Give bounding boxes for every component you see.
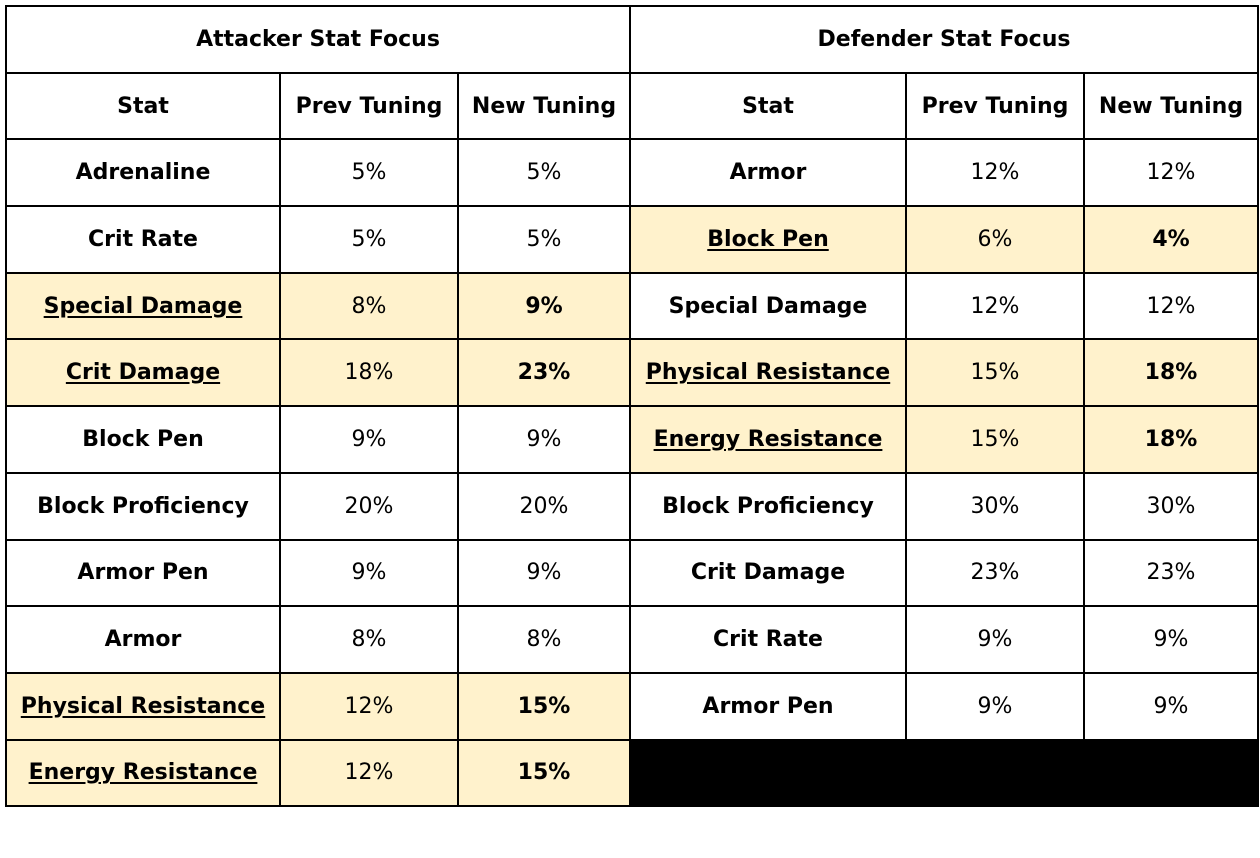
attacker-stat-label[interactable]: Energy Resistance [28, 760, 258, 786]
defender-new-value: 18% [1083, 338, 1259, 408]
attacker-prev-value: 12% [279, 738, 459, 808]
defender-prev-header: Prev Tuning [905, 71, 1085, 141]
attacker-stat-name: Special Damage [5, 271, 281, 341]
attacker-stat-header: Stat [5, 71, 281, 141]
attacker-new-value: 23% [457, 338, 631, 408]
attacker-section-title: Attacker Stat Focus [5, 5, 631, 74]
defender-stat-label: Crit Rate [713, 627, 823, 653]
defender-prev-value: 6% [905, 205, 1085, 274]
defender-stat-label[interactable]: Energy Resistance [653, 426, 883, 452]
table-row: Adrenaline 5% 5% Armor 12% 12% [5, 138, 1259, 208]
attacker-stat-name: Crit Damage [5, 338, 281, 408]
defender-stat-label: Armor [729, 160, 807, 186]
stat-focus-table: Attacker Stat Focus Defender Stat Focus … [5, 5, 1259, 808]
attacker-stat-name: Armor Pen [5, 538, 281, 608]
attacker-new-value: 9% [457, 538, 631, 608]
defender-prev-value: 15% [905, 338, 1085, 408]
table-row: Block Pen 9% 9% Energy Resistance 15% 18% [5, 405, 1259, 474]
attacker-stat-label: Armor Pen [77, 560, 209, 586]
empty-block [629, 738, 1259, 808]
table-row: Crit Rate 5% 5% Block Pen 6% 4% [5, 205, 1259, 274]
defender-stat-name: Special Damage [629, 271, 907, 341]
defender-stat-label[interactable]: Block Pen [707, 226, 829, 252]
attacker-prev-header: Prev Tuning [279, 71, 459, 141]
attacker-stat-name: Crit Rate [5, 205, 281, 274]
table-row: Armor 8% 8% Crit Rate 9% 9% [5, 605, 1259, 674]
attacker-new-value: 5% [457, 138, 631, 208]
table-row: Energy Resistance 12% 15% [5, 738, 1259, 808]
attacker-stat-name: Armor [5, 605, 281, 674]
defender-prev-value: 9% [905, 671, 1085, 741]
attacker-prev-value: 9% [279, 405, 459, 474]
defender-stat-name: Block Pen [629, 205, 907, 274]
table-row: Block Proficiency 20% 20% Block Proficiency… [5, 471, 1259, 541]
defender-stat-name: Crit Damage [629, 538, 907, 608]
defender-prev-value: 12% [905, 271, 1085, 341]
table-row: Special Damage 8% 9% Special Damage 12% 12% [5, 271, 1259, 341]
attacker-prev-value: 12% [279, 671, 459, 741]
defender-stat-name: Armor Pen [629, 671, 907, 741]
attacker-stat-label: Crit Rate [88, 226, 198, 252]
defender-stat-name: Energy Resistance [629, 405, 907, 474]
table-row: Armor Pen 9% 9% Crit Damage 23% 23% [5, 538, 1259, 608]
attacker-prev-value: 8% [279, 605, 459, 674]
attacker-new-value: 9% [457, 405, 631, 474]
defender-new-value: 12% [1083, 138, 1259, 208]
attacker-stat-label: Adrenaline [75, 160, 211, 186]
attacker-new-value: 15% [457, 671, 631, 741]
section-header-row: Attacker Stat Focus Defender Stat Focus [5, 5, 1259, 74]
defender-stat-name: Crit Rate [629, 605, 907, 674]
defender-new-value: 23% [1083, 538, 1259, 608]
defender-stat-label: Crit Damage [690, 560, 846, 586]
defender-section-title: Defender Stat Focus [629, 5, 1259, 74]
defender-new-value: 18% [1083, 405, 1259, 474]
table-row: Physical Resistance 12% 15% Armor Pen 9% 9% [5, 671, 1259, 741]
attacker-new-header: New Tuning [457, 71, 631, 141]
defender-prev-value: 9% [905, 605, 1085, 674]
attacker-stat-name: Physical Resistance [5, 671, 281, 741]
attacker-stat-label[interactable]: Physical Resistance [20, 693, 266, 719]
attacker-new-value: 20% [457, 471, 631, 541]
defender-prev-value: 23% [905, 538, 1085, 608]
attacker-stat-label: Block Proficiency [37, 493, 249, 519]
attacker-prev-value: 8% [279, 271, 459, 341]
defender-new-value: 12% [1083, 271, 1259, 341]
attacker-prev-value: 18% [279, 338, 459, 408]
defender-stat-label: Special Damage [668, 293, 868, 319]
attacker-prev-value: 20% [279, 471, 459, 541]
table-row: Crit Damage 18% 23% Physical Resistance 15% 1… [5, 338, 1259, 408]
defender-stat-label[interactable]: Physical Resistance [645, 360, 891, 386]
defender-stat-name: Armor [629, 138, 907, 208]
defender-stat-name: Physical Resistance [629, 338, 907, 408]
attacker-stat-name: Adrenaline [5, 138, 281, 208]
attacker-prev-value: 5% [279, 205, 459, 274]
attacker-new-value: 15% [457, 738, 631, 808]
attacker-stat-name: Energy Resistance [5, 738, 281, 808]
defender-new-value: 30% [1083, 471, 1259, 541]
attacker-stat-label[interactable]: Special Damage [43, 293, 243, 319]
attacker-stat-label: Block Pen [82, 426, 204, 452]
attacker-stat-name: Block Pen [5, 405, 281, 474]
defender-new-value: 4% [1083, 205, 1259, 274]
column-header-row: Stat Prev Tuning New Tuning Stat Prev Tu… [5, 71, 1259, 141]
defender-stat-name: Block Proficiency [629, 471, 907, 541]
defender-new-header: New Tuning [1083, 71, 1259, 141]
attacker-prev-value: 5% [279, 138, 459, 208]
defender-prev-value: 12% [905, 138, 1085, 208]
attacker-new-value: 5% [457, 205, 631, 274]
attacker-new-value: 8% [457, 605, 631, 674]
attacker-stat-label[interactable]: Crit Damage [65, 360, 221, 386]
table-body: Adrenaline 5% 5% Armor 12% 12% Crit Rate 5% 5% Bl… [5, 138, 1259, 808]
attacker-new-value: 9% [457, 271, 631, 341]
defender-prev-value: 15% [905, 405, 1085, 474]
defender-stat-label: Armor Pen [702, 693, 834, 719]
defender-prev-value: 30% [905, 471, 1085, 541]
defender-new-value: 9% [1083, 671, 1259, 741]
attacker-prev-value: 9% [279, 538, 459, 608]
attacker-stat-name: Block Proficiency [5, 471, 281, 541]
defender-new-value: 9% [1083, 605, 1259, 674]
defender-stat-header: Stat [629, 71, 907, 141]
defender-stat-label: Block Proficiency [662, 493, 874, 519]
attacker-stat-label: Armor [104, 627, 182, 653]
